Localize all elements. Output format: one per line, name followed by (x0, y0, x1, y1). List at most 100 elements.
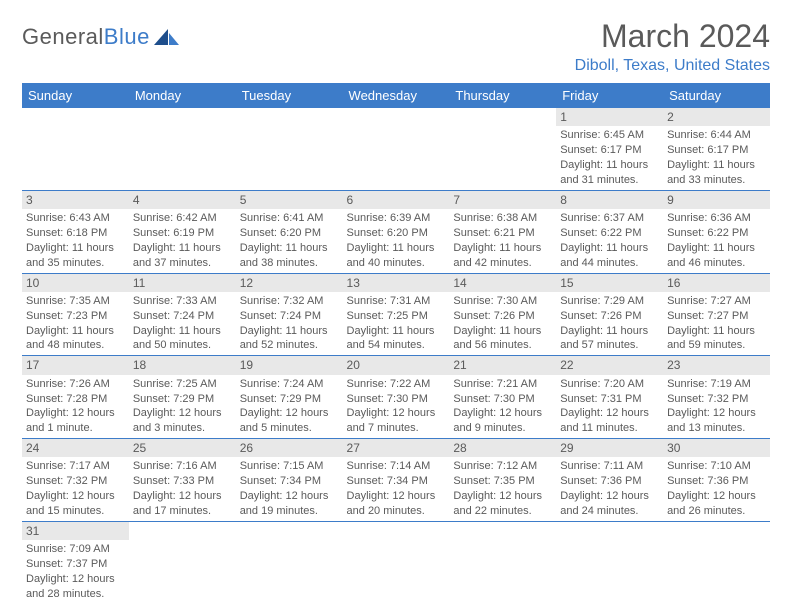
day-number: 26 (236, 439, 343, 457)
day-number: 14 (449, 274, 556, 292)
location: Diboll, Texas, United States (575, 57, 770, 75)
calendar-body: 1Sunrise: 6:45 AMSunset: 6:17 PMDaylight… (22, 108, 770, 604)
daylight-text: Daylight: 12 hours and 24 minutes. (560, 489, 659, 519)
daylight-text: Daylight: 11 hours and 42 minutes. (453, 241, 552, 271)
day-header: Saturday (663, 83, 770, 108)
day-details: Sunrise: 7:17 AMSunset: 7:32 PMDaylight:… (22, 457, 129, 520)
sunset-text: Sunset: 7:30 PM (453, 392, 552, 407)
day-number: 18 (129, 356, 236, 374)
sunrise-text: Sunrise: 7:25 AM (133, 377, 232, 392)
sunrise-text: Sunrise: 7:19 AM (667, 377, 766, 392)
day-details: Sunrise: 7:33 AMSunset: 7:24 PMDaylight:… (129, 292, 236, 355)
day-number (449, 522, 556, 538)
sunset-text: Sunset: 6:17 PM (560, 143, 659, 158)
day-number (663, 522, 770, 538)
day-number: 10 (22, 274, 129, 292)
calendar-cell: 23Sunrise: 7:19 AMSunset: 7:32 PMDayligh… (663, 356, 770, 439)
day-number (343, 108, 450, 124)
day-number: 9 (663, 191, 770, 209)
calendar-cell: 8Sunrise: 6:37 AMSunset: 6:22 PMDaylight… (556, 190, 663, 273)
calendar-week: 3 Sunrise: 6:43 AMSunset: 6:18 PM Daylight… (22, 190, 770, 273)
sunrise-text: Sunrise: 6:39 AM (347, 211, 446, 226)
day-number: 6 (343, 191, 450, 209)
day-details: Sunrise: 7:12 AMSunset: 7:35 PMDaylight:… (449, 457, 556, 520)
day-details: Sunrise: 7:20 AMSunset: 7:31 PMDaylight:… (556, 375, 663, 438)
calendar-cell: 1Sunrise: 6:45 AMSunset: 6:17 PMDaylight… (556, 108, 663, 190)
daylight-text: Daylight: 12 hours and 17 minutes. (133, 489, 232, 519)
sunrise-text: Sunrise: 7:20 AM (560, 377, 659, 392)
sunset-text: Sunset: 6:18 PM (26, 226, 125, 241)
calendar-cell: 5Sunrise: 6:41 AMSunset: 6:20 PMDaylight… (236, 190, 343, 273)
day-number (129, 108, 236, 124)
sunrise-text: Sunrise: 7:16 AM (133, 459, 232, 474)
calendar-cell: 15Sunrise: 7:29 AMSunset: 7:26 PMDayligh… (556, 273, 663, 356)
daylight-text: Daylight: 11 hours and 50 minutes. (133, 324, 232, 354)
day-number: 27 (343, 439, 450, 457)
sunset-text: Sunset: 6:19 PM (133, 226, 232, 241)
day-details: Sunrise: 6:44 AMSunset: 6:17 PMDaylight:… (663, 126, 770, 189)
daylight-text: Daylight: 11 hours and 40 minutes. (347, 241, 446, 271)
calendar-cell: 27Sunrise: 7:14 AMSunset: 7:34 PMDayligh… (343, 439, 450, 522)
daylight-text: Daylight: 12 hours and 20 minutes. (347, 489, 446, 519)
calendar-cell: 12Sunrise: 7:32 AMSunset: 7:24 PMDayligh… (236, 273, 343, 356)
daylight-text: Daylight: 12 hours and 5 minutes. (240, 406, 339, 436)
sunrise-text: Sunrise: 7:15 AM (240, 459, 339, 474)
calendar-cell: 16Sunrise: 7:27 AMSunset: 7:27 PMDayligh… (663, 273, 770, 356)
sunset-text: Sunset: 7:31 PM (560, 392, 659, 407)
daylight-text: Daylight: 12 hours and 7 minutes. (347, 406, 446, 436)
daylight-text: Daylight: 12 hours and 15 minutes. (26, 489, 125, 519)
calendar-cell: 25Sunrise: 7:16 AMSunset: 7:33 PMDayligh… (129, 439, 236, 522)
month-title: March 2024 (575, 18, 770, 55)
calendar-cell (556, 521, 663, 603)
calendar-week: 17Sunrise: 7:26 AMSunset: 7:28 PMDayligh… (22, 356, 770, 439)
day-number: 13 (343, 274, 450, 292)
calendar-cell: 9Sunrise: 6:36 AMSunset: 6:22 PMDaylight… (663, 190, 770, 273)
daylight-text: Daylight: 12 hours and 28 minutes. (26, 572, 125, 602)
sunset-text: Sunset: 7:29 PM (240, 392, 339, 407)
sunrise-text: Sunrise: 7:14 AM (347, 459, 446, 474)
calendar-cell: 14Sunrise: 7:30 AMSunset: 7:26 PMDayligh… (449, 273, 556, 356)
sunrise-text: Sunrise: 7:27 AM (667, 294, 766, 309)
day-number (449, 108, 556, 124)
calendar-week: 10Sunrise: 7:35 AMSunset: 7:23 PMDayligh… (22, 273, 770, 356)
day-number: 25 (129, 439, 236, 457)
day-details: Sunrise: 7:26 AMSunset: 7:28 PMDaylight:… (22, 375, 129, 438)
calendar-cell: 6Sunrise: 6:39 AMSunset: 6:20 PMDaylight… (343, 190, 450, 273)
sunset-text: Sunset: 7:37 PM (26, 557, 125, 572)
sunrise-text: Sunrise: 6:43 AM (26, 211, 125, 226)
calendar-cell: 18Sunrise: 7:25 AMSunset: 7:29 PMDayligh… (129, 356, 236, 439)
daylight-text: Daylight: 11 hours and 57 minutes. (560, 324, 659, 354)
logo-sail-icon (152, 27, 180, 47)
daylight-text: Daylight: 12 hours and 19 minutes. (240, 489, 339, 519)
day-details: Sunrise: 7:30 AMSunset: 7:26 PMDaylight:… (449, 292, 556, 355)
day-number: 8 (556, 191, 663, 209)
day-number: 20 (343, 356, 450, 374)
calendar-cell: 28Sunrise: 7:12 AMSunset: 7:35 PMDayligh… (449, 439, 556, 522)
day-number: 4 (129, 191, 236, 209)
day-details: Sunrise: 6:42 AMSunset: 6:19 PMDaylight:… (129, 209, 236, 272)
calendar-cell (663, 521, 770, 603)
day-details: Sunrise: 7:10 AMSunset: 7:36 PMDaylight:… (663, 457, 770, 520)
daylight-text: Daylight: 12 hours and 11 minutes. (560, 406, 659, 436)
calendar-cell: 22Sunrise: 7:20 AMSunset: 7:31 PMDayligh… (556, 356, 663, 439)
daylight-text: Daylight: 11 hours and 46 minutes. (667, 241, 766, 271)
calendar-cell (449, 521, 556, 603)
day-details: Sunrise: 7:11 AMSunset: 7:36 PMDaylight:… (556, 457, 663, 520)
header: GeneralBlue March 2024 Diboll, Texas, Un… (22, 18, 770, 75)
sunset-text: Sunset: 7:24 PM (240, 309, 339, 324)
daylight-text: Daylight: 12 hours and 3 minutes. (133, 406, 232, 436)
sunset-text: Sunset: 7:34 PM (240, 474, 339, 489)
day-details: Sunrise: 7:32 AMSunset: 7:24 PMDaylight:… (236, 292, 343, 355)
day-number: 3 (22, 191, 129, 209)
calendar-cell: 7Sunrise: 6:38 AMSunset: 6:21 PMDaylight… (449, 190, 556, 273)
daylight-text: Daylight: 11 hours and 38 minutes. (240, 241, 339, 271)
daylight-text: Daylight: 12 hours and 9 minutes. (453, 406, 552, 436)
sunrise-text: Sunrise: 7:09 AM (26, 542, 125, 557)
sunset-text: Sunset: 7:26 PM (560, 309, 659, 324)
daylight-text: Daylight: 12 hours and 22 minutes. (453, 489, 552, 519)
day-header: Wednesday (343, 83, 450, 108)
sunrise-text: Sunrise: 7:12 AM (453, 459, 552, 474)
calendar-cell: 10Sunrise: 7:35 AMSunset: 7:23 PMDayligh… (22, 273, 129, 356)
day-details: Sunrise: 7:29 AMSunset: 7:26 PMDaylight:… (556, 292, 663, 355)
sunset-text: Sunset: 7:30 PM (347, 392, 446, 407)
